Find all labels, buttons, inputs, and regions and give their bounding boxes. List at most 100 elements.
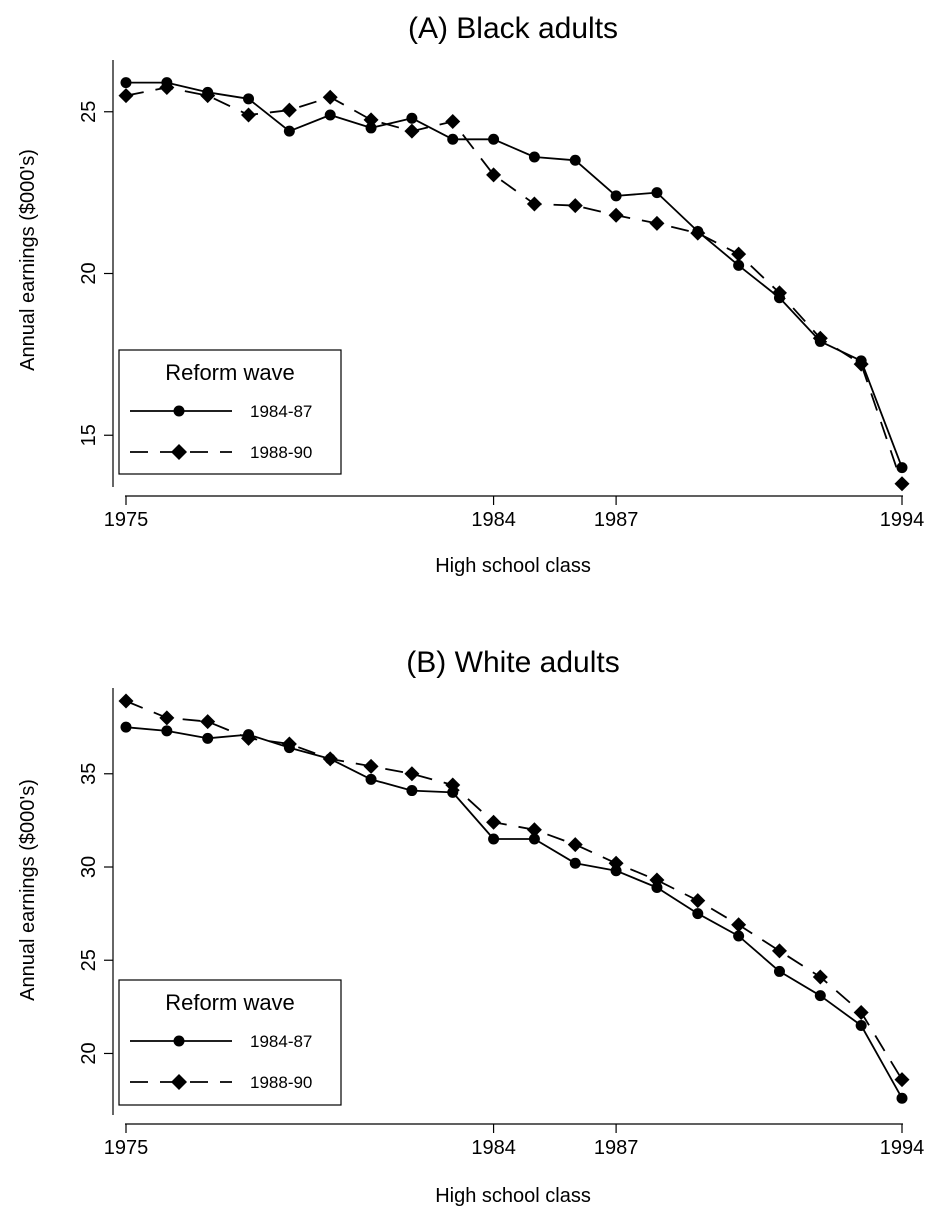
point-diamond — [404, 123, 420, 139]
point-diamond — [812, 969, 828, 985]
point-diamond — [281, 102, 297, 118]
point-diamond — [159, 79, 175, 95]
series-line-1988-90 — [125, 86, 903, 485]
point-diamond — [241, 730, 257, 746]
legend-swatch-dashed — [130, 1074, 232, 1090]
series-layer — [118, 77, 910, 492]
x-tick-label: 1994 — [880, 509, 925, 531]
point-diamond — [526, 822, 542, 838]
point-circle — [528, 151, 540, 163]
point-circle — [528, 833, 540, 845]
point-diamond — [322, 89, 338, 105]
y-tick-label: 25 — [78, 949, 100, 971]
x-axis-title: High school class — [435, 555, 591, 577]
legend-label: 1984-87 — [250, 1032, 312, 1051]
x-tick-label: 1994 — [880, 1137, 925, 1159]
point-diamond — [404, 766, 420, 782]
x-tick-label: 1975 — [104, 509, 149, 531]
axes — [112, 60, 903, 497]
legend-label: 1988-90 — [250, 443, 312, 462]
point-diamond — [281, 736, 297, 752]
axes — [112, 688, 903, 1125]
legend-title: Reform wave — [165, 990, 295, 1015]
point-circle — [161, 725, 173, 737]
point-diamond — [608, 855, 624, 871]
point-diamond — [690, 893, 706, 909]
point-circle — [896, 1092, 908, 1104]
point-circle — [406, 785, 418, 797]
legend-swatch-solid — [130, 1035, 232, 1047]
point-diamond — [853, 1004, 869, 1020]
point-diamond — [894, 1072, 910, 1088]
point-diamond — [731, 246, 747, 262]
point-diamond — [894, 476, 910, 492]
series-layer — [118, 693, 910, 1104]
point-circle — [692, 908, 704, 920]
y-axis-title: Annual earnings ($000's) — [17, 779, 39, 1001]
x-tick-label: 1975 — [104, 1137, 149, 1159]
point-diamond — [159, 710, 175, 726]
point-circle — [365, 773, 377, 785]
point-diamond — [649, 872, 665, 888]
panel-b: (B) White adults High school class Annua… — [17, 646, 924, 1207]
legend-label: 1988-90 — [250, 1073, 312, 1092]
series-line-1984-87 — [125, 726, 903, 1099]
legend-swatch-solid — [130, 405, 232, 417]
legend-title: Reform wave — [165, 360, 295, 385]
x-tick-label: 1987 — [594, 1137, 639, 1159]
legend: Reform wave 1984-87 1988-90 — [118, 979, 342, 1106]
point-circle — [488, 833, 500, 845]
point-diamond — [486, 167, 502, 183]
y-tick-label: 20 — [78, 1042, 100, 1064]
point-diamond — [486, 814, 502, 830]
point-diamond — [118, 88, 134, 104]
point-diamond — [445, 777, 461, 793]
point-circle — [447, 133, 459, 145]
legend-swatch-dashed — [130, 444, 232, 460]
point-diamond — [445, 113, 461, 129]
point-circle — [651, 187, 663, 199]
point-diamond — [363, 758, 379, 774]
point-circle — [365, 122, 377, 134]
point-diamond — [771, 285, 787, 301]
x-tick-label: 1984 — [471, 509, 516, 531]
point-diamond — [608, 207, 624, 223]
point-circle — [120, 77, 132, 89]
point-diamond — [690, 225, 706, 241]
point-diamond — [200, 714, 216, 730]
point-diamond — [731, 917, 747, 933]
point-diamond — [771, 943, 787, 959]
point-diamond — [567, 837, 583, 853]
point-circle — [243, 93, 255, 105]
y-tick-label: 30 — [78, 856, 100, 878]
point-diamond — [363, 112, 379, 128]
legend-box — [118, 349, 342, 475]
axis-ticks: 1975 1984 1987 1994 15 20 25 — [78, 101, 924, 531]
point-circle — [610, 190, 622, 202]
y-tick-label: 25 — [78, 101, 100, 123]
y-axis-title: Annual earnings ($000's) — [17, 149, 39, 371]
point-circle — [569, 857, 581, 869]
x-tick-label: 1987 — [594, 509, 639, 531]
chart-title: (B) White adults — [406, 646, 619, 679]
point-diamond — [567, 198, 583, 214]
point-diamond — [853, 356, 869, 372]
point-diamond — [118, 693, 134, 709]
panel-a: (A) Black adults High school class Annua… — [17, 12, 924, 577]
y-tick-label: 15 — [78, 424, 100, 446]
point-circle — [406, 112, 418, 124]
point-circle — [324, 109, 336, 121]
y-tick-label: 35 — [78, 763, 100, 785]
point-diamond — [241, 107, 257, 123]
point-circle — [569, 154, 581, 166]
point-circle — [120, 721, 132, 733]
legend-label: 1984-87 — [250, 402, 312, 421]
legend-box — [118, 979, 342, 1106]
point-diamond — [526, 196, 542, 212]
point-diamond — [649, 215, 665, 231]
y-tick-label: 20 — [78, 262, 100, 284]
chart-title: (A) Black adults — [408, 12, 618, 45]
point-circle — [733, 259, 745, 271]
point-diamond — [812, 330, 828, 346]
